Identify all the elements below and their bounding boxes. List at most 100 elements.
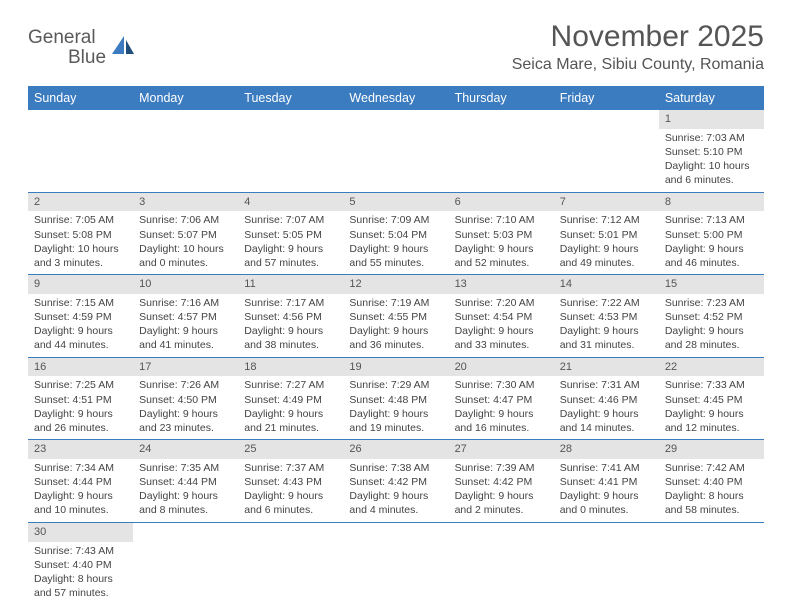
daylight-line: and 4 minutes. [349, 503, 442, 517]
day-number: 4 [238, 193, 343, 212]
day-body: Sunrise: 7:29 AMSunset: 4:48 PMDaylight:… [343, 376, 448, 439]
sunrise-line: Sunrise: 7:33 AM [665, 378, 758, 392]
sunrise-line: Sunrise: 7:25 AM [34, 378, 127, 392]
daylight-line: Daylight: 9 hours [349, 242, 442, 256]
daylight-line: and 44 minutes. [34, 338, 127, 352]
calendar-cell: 2Sunrise: 7:05 AMSunset: 5:08 PMDaylight… [28, 192, 133, 275]
sunset-line: Sunset: 4:44 PM [34, 475, 127, 489]
sunset-line: Sunset: 5:07 PM [139, 228, 232, 242]
sunrise-line: Sunrise: 7:15 AM [34, 296, 127, 310]
daylight-line: and 41 minutes. [139, 338, 232, 352]
calendar-cell: 19Sunrise: 7:29 AMSunset: 4:48 PMDayligh… [343, 357, 448, 440]
day-number: 20 [449, 358, 554, 377]
day-number: 8 [659, 193, 764, 212]
day-body: Sunrise: 7:06 AMSunset: 5:07 PMDaylight:… [133, 211, 238, 274]
sunset-line: Sunset: 4:41 PM [560, 475, 653, 489]
calendar-cell [343, 522, 448, 604]
daylight-line: and 57 minutes. [34, 586, 127, 600]
calendar-cell [449, 522, 554, 604]
daylight-line: Daylight: 9 hours [455, 242, 548, 256]
sunset-line: Sunset: 4:48 PM [349, 393, 442, 407]
sunset-line: Sunset: 4:46 PM [560, 393, 653, 407]
daylight-line: and 16 minutes. [455, 421, 548, 435]
daylight-line: Daylight: 9 hours [665, 407, 758, 421]
day-body: Sunrise: 7:07 AMSunset: 5:05 PMDaylight:… [238, 211, 343, 274]
day-body: Sunrise: 7:35 AMSunset: 4:44 PMDaylight:… [133, 459, 238, 522]
day-body: Sunrise: 7:42 AMSunset: 4:40 PMDaylight:… [659, 459, 764, 522]
daylight-line: and 46 minutes. [665, 256, 758, 270]
sunrise-line: Sunrise: 7:29 AM [349, 378, 442, 392]
daylight-line: Daylight: 9 hours [244, 489, 337, 503]
sunset-line: Sunset: 5:04 PM [349, 228, 442, 242]
sunrise-line: Sunrise: 7:05 AM [34, 213, 127, 227]
sunrise-line: Sunrise: 7:22 AM [560, 296, 653, 310]
sunset-line: Sunset: 4:49 PM [244, 393, 337, 407]
sunset-line: Sunset: 4:45 PM [665, 393, 758, 407]
calendar-cell: 23Sunrise: 7:34 AMSunset: 4:44 PMDayligh… [28, 440, 133, 523]
month-title: November 2025 [512, 20, 764, 54]
daylight-line: Daylight: 8 hours [34, 572, 127, 586]
sunrise-line: Sunrise: 7:42 AM [665, 461, 758, 475]
day-number: 24 [133, 440, 238, 459]
calendar-cell: 17Sunrise: 7:26 AMSunset: 4:50 PMDayligh… [133, 357, 238, 440]
day-number: 11 [238, 275, 343, 294]
sunrise-line: Sunrise: 7:07 AM [244, 213, 337, 227]
daylight-line: and 58 minutes. [665, 503, 758, 517]
calendar-row: 1Sunrise: 7:03 AMSunset: 5:10 PMDaylight… [28, 110, 764, 192]
day-number: 9 [28, 275, 133, 294]
day-number: 23 [28, 440, 133, 459]
daylight-line: and 2 minutes. [455, 503, 548, 517]
day-body: Sunrise: 7:05 AMSunset: 5:08 PMDaylight:… [28, 211, 133, 274]
sunset-line: Sunset: 4:42 PM [455, 475, 548, 489]
daylight-line: Daylight: 9 hours [349, 489, 442, 503]
daylight-line: and 0 minutes. [139, 256, 232, 270]
sunset-line: Sunset: 5:03 PM [455, 228, 548, 242]
daylight-line: Daylight: 10 hours [34, 242, 127, 256]
sunset-line: Sunset: 4:44 PM [139, 475, 232, 489]
day-number: 14 [554, 275, 659, 294]
daylight-line: and 6 minutes. [665, 173, 758, 187]
day-number: 19 [343, 358, 448, 377]
day-number: 30 [28, 523, 133, 542]
calendar-row: 9Sunrise: 7:15 AMSunset: 4:59 PMDaylight… [28, 275, 764, 358]
sunrise-line: Sunrise: 7:38 AM [349, 461, 442, 475]
logo-word1: General [28, 27, 96, 48]
day-body: Sunrise: 7:37 AMSunset: 4:43 PMDaylight:… [238, 459, 343, 522]
daylight-line: and 26 minutes. [34, 421, 127, 435]
sunrise-line: Sunrise: 7:09 AM [349, 213, 442, 227]
day-number: 25 [238, 440, 343, 459]
day-body: Sunrise: 7:20 AMSunset: 4:54 PMDaylight:… [449, 294, 554, 357]
calendar-cell: 18Sunrise: 7:27 AMSunset: 4:49 PMDayligh… [238, 357, 343, 440]
sunset-line: Sunset: 4:55 PM [349, 310, 442, 324]
daylight-line: and 10 minutes. [34, 503, 127, 517]
daylight-line: and 0 minutes. [560, 503, 653, 517]
weekday-header: Thursday [449, 86, 554, 110]
header: General Blue November 2025 Seica Mare, S… [28, 20, 764, 74]
daylight-line: and 8 minutes. [139, 503, 232, 517]
calendar-cell: 9Sunrise: 7:15 AMSunset: 4:59 PMDaylight… [28, 275, 133, 358]
sunrise-line: Sunrise: 7:17 AM [244, 296, 337, 310]
calendar-cell [28, 110, 133, 192]
sunrise-line: Sunrise: 7:35 AM [139, 461, 232, 475]
weekday-header: Monday [133, 86, 238, 110]
daylight-line: Daylight: 9 hours [455, 489, 548, 503]
sunset-line: Sunset: 5:00 PM [665, 228, 758, 242]
calendar-table: Sunday Monday Tuesday Wednesday Thursday… [28, 86, 764, 604]
day-body: Sunrise: 7:13 AMSunset: 5:00 PMDaylight:… [659, 211, 764, 274]
sunrise-line: Sunrise: 7:27 AM [244, 378, 337, 392]
calendar-cell: 12Sunrise: 7:19 AMSunset: 4:55 PMDayligh… [343, 275, 448, 358]
daylight-line: Daylight: 9 hours [455, 407, 548, 421]
day-number: 5 [343, 193, 448, 212]
sunrise-line: Sunrise: 7:10 AM [455, 213, 548, 227]
calendar-cell: 5Sunrise: 7:09 AMSunset: 5:04 PMDaylight… [343, 192, 448, 275]
calendar-cell: 21Sunrise: 7:31 AMSunset: 4:46 PMDayligh… [554, 357, 659, 440]
sunrise-line: Sunrise: 7:26 AM [139, 378, 232, 392]
title-block: November 2025 Seica Mare, Sibiu County, … [512, 20, 764, 74]
day-body: Sunrise: 7:23 AMSunset: 4:52 PMDaylight:… [659, 294, 764, 357]
calendar-cell: 20Sunrise: 7:30 AMSunset: 4:47 PMDayligh… [449, 357, 554, 440]
sunrise-line: Sunrise: 7:30 AM [455, 378, 548, 392]
daylight-line: Daylight: 9 hours [560, 324, 653, 338]
day-number: 21 [554, 358, 659, 377]
sunset-line: Sunset: 4:40 PM [34, 558, 127, 572]
calendar-cell: 10Sunrise: 7:16 AMSunset: 4:57 PMDayligh… [133, 275, 238, 358]
